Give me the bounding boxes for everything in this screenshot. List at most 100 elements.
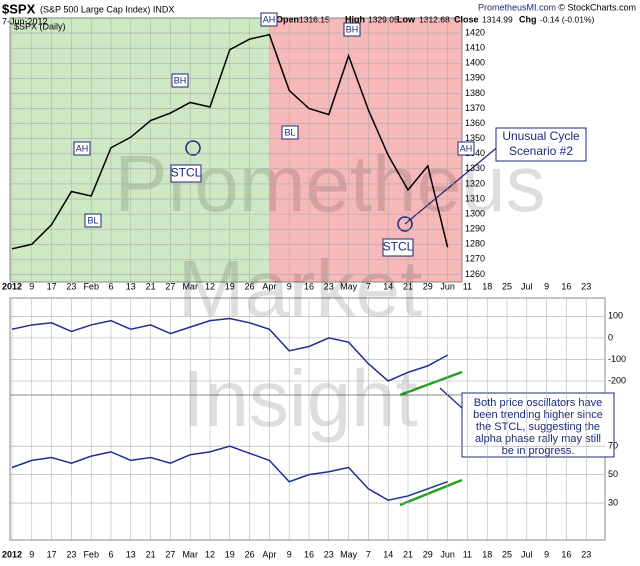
x-tick-label: 14: [383, 549, 393, 559]
y-tick-label: 1370: [465, 103, 485, 113]
x-tick-label: 16: [561, 281, 571, 291]
site: PrometheusMI.com: [478, 2, 556, 12]
price-line: [11, 317, 448, 382]
date: 7-Jun-2012: [2, 16, 48, 26]
symbol-name: (S&P 500 Large Cap Index) INDX: [40, 4, 174, 14]
y-tick-label: 1270: [465, 254, 485, 264]
y-tick-label: -200: [608, 375, 626, 385]
x-tick-label: 9: [544, 281, 549, 291]
annotation: Unusual Cycle Scenario #2: [502, 129, 580, 158]
y-tick-label: 1400: [465, 58, 485, 68]
x-tick-label: 2012: [2, 549, 22, 559]
x-tick-label: 14: [383, 281, 393, 291]
y-tick-label: 1340: [465, 148, 485, 158]
annotation-box: [84, 213, 102, 228]
trend-line: [399, 478, 463, 507]
x-tick-label: 23: [66, 281, 76, 291]
y-tick-label: -100: [608, 354, 626, 364]
x-tick-label: 23: [581, 549, 591, 559]
x-tick-label: Jun: [440, 281, 455, 291]
alpha-zone: [10, 18, 270, 282]
y-tick-label: 1380: [465, 88, 485, 98]
y-tick-label: 0: [608, 332, 613, 342]
x-tick-label: 9: [29, 549, 34, 559]
annotation: AH: [76, 143, 89, 153]
x-tick-label: 21: [146, 281, 156, 291]
annotation: BH: [174, 75, 187, 85]
annotation: BL: [87, 215, 98, 225]
y-tick-label: 1290: [465, 224, 485, 234]
x-tick-label: 13: [126, 281, 136, 291]
x-tick-label: 17: [47, 549, 57, 559]
x-tick-label: Apr: [262, 549, 276, 559]
x-tick-label: 12: [205, 549, 215, 559]
info-label: Chg: [519, 14, 537, 24]
x-tick-label: 6: [108, 281, 113, 291]
x-tick-label: 7: [366, 281, 371, 291]
x-tick-label: 27: [165, 549, 175, 559]
info-value: 1314.99: [482, 14, 513, 24]
y-tick-label: 50: [608, 469, 618, 479]
x-tick-label: Mar: [182, 281, 198, 291]
symbol: $SPX: [2, 1, 36, 16]
annotation-box: [281, 125, 299, 140]
price-line: [11, 33, 449, 250]
watermark: Insight: [182, 354, 418, 443]
info-label: Low: [397, 14, 416, 24]
annotation: STCL: [171, 166, 202, 180]
y-tick-label: 1320: [465, 178, 485, 188]
stcl-marker: [397, 216, 413, 232]
x-tick-label: Apr: [262, 281, 276, 291]
y-tick-label: 70: [608, 441, 618, 451]
stcl-marker: [185, 140, 201, 156]
x-tick-label: 11: [463, 549, 472, 559]
x-tick-label: 25: [502, 281, 512, 291]
info-label: Open: [276, 14, 299, 24]
annotation: BH: [346, 24, 359, 34]
x-tick-label: 23: [66, 549, 76, 559]
x-tick-label: 18: [482, 549, 492, 559]
info-value: 1329.05: [368, 14, 399, 24]
x-tick-label: Mar: [182, 549, 198, 559]
x-tick-label: 26: [245, 281, 255, 291]
annotation-box: [382, 238, 414, 257]
annotation-box: [343, 22, 361, 37]
y-tick-label: 1350: [465, 133, 485, 143]
x-tick-label: 23: [324, 281, 334, 291]
x-tick-label: 7: [366, 549, 371, 559]
annotation-line: Scenario #2: [509, 144, 573, 158]
note-line: the STCL, suggesting the: [476, 421, 600, 433]
x-tick-label: 27: [165, 281, 175, 291]
annotation-box: [170, 164, 202, 183]
x-tick-label: 6: [108, 549, 113, 559]
x-tick-label: 25: [502, 549, 512, 559]
x-tick-label: 29: [423, 549, 433, 559]
x-tick-label: 21: [403, 281, 413, 291]
x-tick-label: 19: [225, 281, 235, 291]
x-tick-label: Jul: [521, 281, 533, 291]
x-tick-label: 16: [304, 549, 314, 559]
x-tick-label: Feb: [83, 281, 99, 291]
info-label: Close: [454, 14, 479, 24]
y-tick-label: 1310: [465, 193, 485, 203]
y-tick-label: 1390: [465, 73, 485, 83]
x-tick-label: 18: [482, 281, 492, 291]
annotation-line: Unusual Cycle: [502, 129, 580, 143]
x-tick-label: 9: [287, 281, 292, 291]
copyright: © StockCharts.com: [558, 2, 636, 12]
y-tick-label: 100: [608, 311, 623, 321]
x-tick-label: 23: [324, 549, 334, 559]
y-tick-label: 1410: [465, 43, 485, 53]
y-tick-label: 1360: [465, 118, 485, 128]
y-tick-label: 1330: [465, 163, 485, 173]
x-tick-label: 23: [581, 281, 591, 291]
annotation-box: [260, 12, 278, 27]
y-tick-label: 1280: [465, 239, 485, 249]
annotation: AH: [460, 143, 473, 153]
info-value: -0.14 (-0.01%): [540, 14, 594, 24]
x-tick-label: 9: [544, 549, 549, 559]
x-tick-label: 17: [47, 281, 57, 291]
x-tick-label: 29: [423, 281, 433, 291]
